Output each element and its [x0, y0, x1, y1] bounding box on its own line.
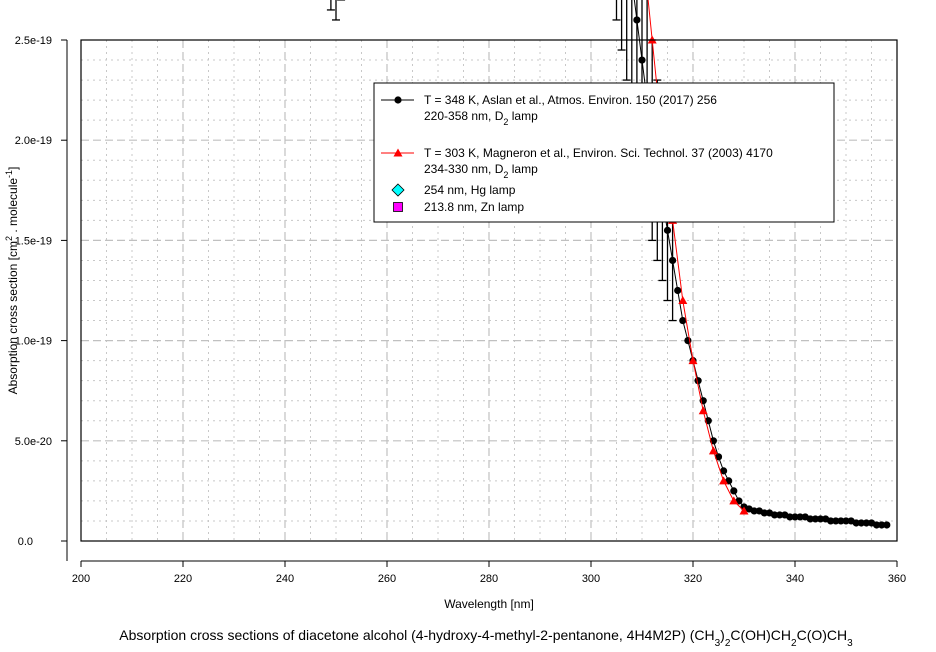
data-point-circle — [796, 513, 804, 521]
data-point-circle — [730, 487, 738, 495]
x-axis-label: Wavelength [nm] — [444, 597, 534, 611]
data-point-circle — [674, 286, 682, 295]
legend-entry: T = 348 K, Aslan et al., Atmos. Environ.… — [424, 93, 717, 107]
y-axis-label-mid: . molecule — [6, 178, 20, 236]
y-tick-label: 1.0e-19 — [15, 336, 52, 348]
caption-formula-part: ) — [720, 627, 725, 643]
legend-marker — [394, 96, 402, 104]
data-point-circle — [791, 513, 799, 521]
series-line — [647, 0, 745, 512]
data-point-circle — [720, 467, 728, 475]
y-axis-label-end: ] — [6, 167, 20, 170]
y-axis-label-main: Absorption cross section [cm — [6, 241, 20, 394]
x-axis: 200 220 240 260 280 300 320 340 360 — [72, 560, 906, 585]
data-point-circle — [663, 226, 672, 234]
data-point-triangle — [678, 296, 688, 305]
data-point-circle — [878, 521, 886, 529]
legend-marker — [393, 148, 403, 157]
y-tick-label: 5.0e-20 — [15, 436, 52, 448]
data-point-circle — [873, 521, 881, 529]
legend-marker — [393, 202, 403, 212]
data-point-triangle — [729, 496, 739, 505]
data-point-triangle — [708, 446, 718, 455]
x-tick-label: 220 — [174, 573, 192, 585]
legend-detail-subscript: 2 — [503, 117, 508, 127]
legend-box — [373, 82, 835, 223]
data-point-circle — [827, 517, 835, 525]
data-point-circle — [816, 515, 825, 523]
data-point-circle — [832, 517, 840, 525]
data-point-triangle — [698, 406, 708, 415]
data-point-triangle — [719, 476, 729, 485]
caption-formula-part: (CH — [690, 627, 715, 643]
caption-formula-subscript: 2 — [791, 638, 797, 649]
data-point-circle — [771, 511, 779, 519]
legend-entry: 213.8 nm, Zn lamp — [424, 200, 524, 214]
data-point-circle — [806, 515, 814, 523]
caption-main: Absorption cross sections of diacetone a… — [119, 627, 689, 643]
data-point-circle — [786, 513, 794, 521]
x-tick-label: 280 — [480, 573, 498, 585]
x-tick-label: 240 — [276, 573, 294, 585]
series-line — [633, 0, 887, 526]
data-point-circle — [714, 453, 723, 461]
legend-entry: 254 nm, Hg lamp — [424, 183, 516, 197]
data-point-circle — [638, 56, 646, 64]
legend-entry-detail: 220-358 nm, D2 lamp — [424, 109, 538, 127]
data-point-circle — [862, 519, 871, 527]
legend-detail-text: lamp — [508, 162, 538, 176]
x-tick-label: 200 — [72, 573, 90, 585]
data-point-circle — [669, 256, 677, 265]
legend: T = 348 K, Aslan et al., Atmos. Environ.… — [373, 82, 835, 223]
series-layer — [326, 0, 891, 529]
caption-formula-part: C(OH)CH — [730, 627, 791, 643]
y-tick-label: 2.5e-19 — [15, 35, 52, 47]
x-tick-label: 360 — [888, 573, 906, 585]
caption-formula-subscript: 3 — [847, 638, 853, 649]
data-point-circle — [760, 509, 769, 517]
data-point-circle — [633, 16, 641, 24]
y-axis-label-sup1: 2 — [4, 236, 14, 241]
chart-caption: Absorption cross sections of diacetone a… — [119, 627, 853, 649]
plot-frame — [80, 39, 898, 542]
caption-formula-part: C(O)CH — [797, 627, 848, 643]
legend-detail-subscript: 2 — [503, 170, 508, 180]
x-tick-label: 320 — [684, 573, 702, 585]
data-point-triangle — [739, 506, 749, 515]
y-tick-label: 0.0 — [18, 536, 33, 548]
legend-detail-text: 220-358 nm, D — [424, 109, 504, 123]
data-point-circle — [837, 517, 845, 525]
y-tick-label: 1.5e-19 — [15, 235, 52, 247]
legend-entry: T = 303 K, Magneron et al., Environ. Sci… — [424, 146, 773, 160]
x-tick-label: 260 — [378, 573, 396, 585]
data-point-triangle — [688, 356, 698, 365]
y-tick-label: 2.0e-19 — [15, 135, 52, 147]
y-axis: 0.0 5.0e-20 1.0e-19 1.5e-19 2.0e-19 2.5e-19 — [15, 35, 68, 561]
series-0 — [326, 0, 891, 529]
data-point-circle — [857, 519, 865, 527]
y-axis-label: Absorption cross section [cm2 . molecule… — [4, 167, 20, 395]
x-tick-label: 340 — [786, 573, 804, 585]
x-tick-label: 300 — [582, 573, 600, 585]
legend-detail-text: lamp — [508, 109, 538, 123]
data-point-circle — [750, 507, 758, 515]
data-point-circle — [776, 511, 784, 519]
caption-formula-subscript: 2 — [725, 638, 731, 649]
data-point-circle — [842, 517, 850, 525]
legend-marker — [391, 183, 405, 197]
data-point-circle — [679, 316, 687, 325]
data-point-circle — [883, 521, 891, 529]
legend-detail-text: 234-330 nm, D — [424, 162, 504, 176]
caption-formula-subscript: 3 — [715, 638, 721, 649]
data-point-circle — [811, 515, 820, 523]
y-axis-label-sup2: -1 — [4, 170, 14, 178]
data-point-circle — [852, 519, 860, 527]
legend-entry-detail: 234-330 nm, D2 lamp — [424, 162, 538, 180]
